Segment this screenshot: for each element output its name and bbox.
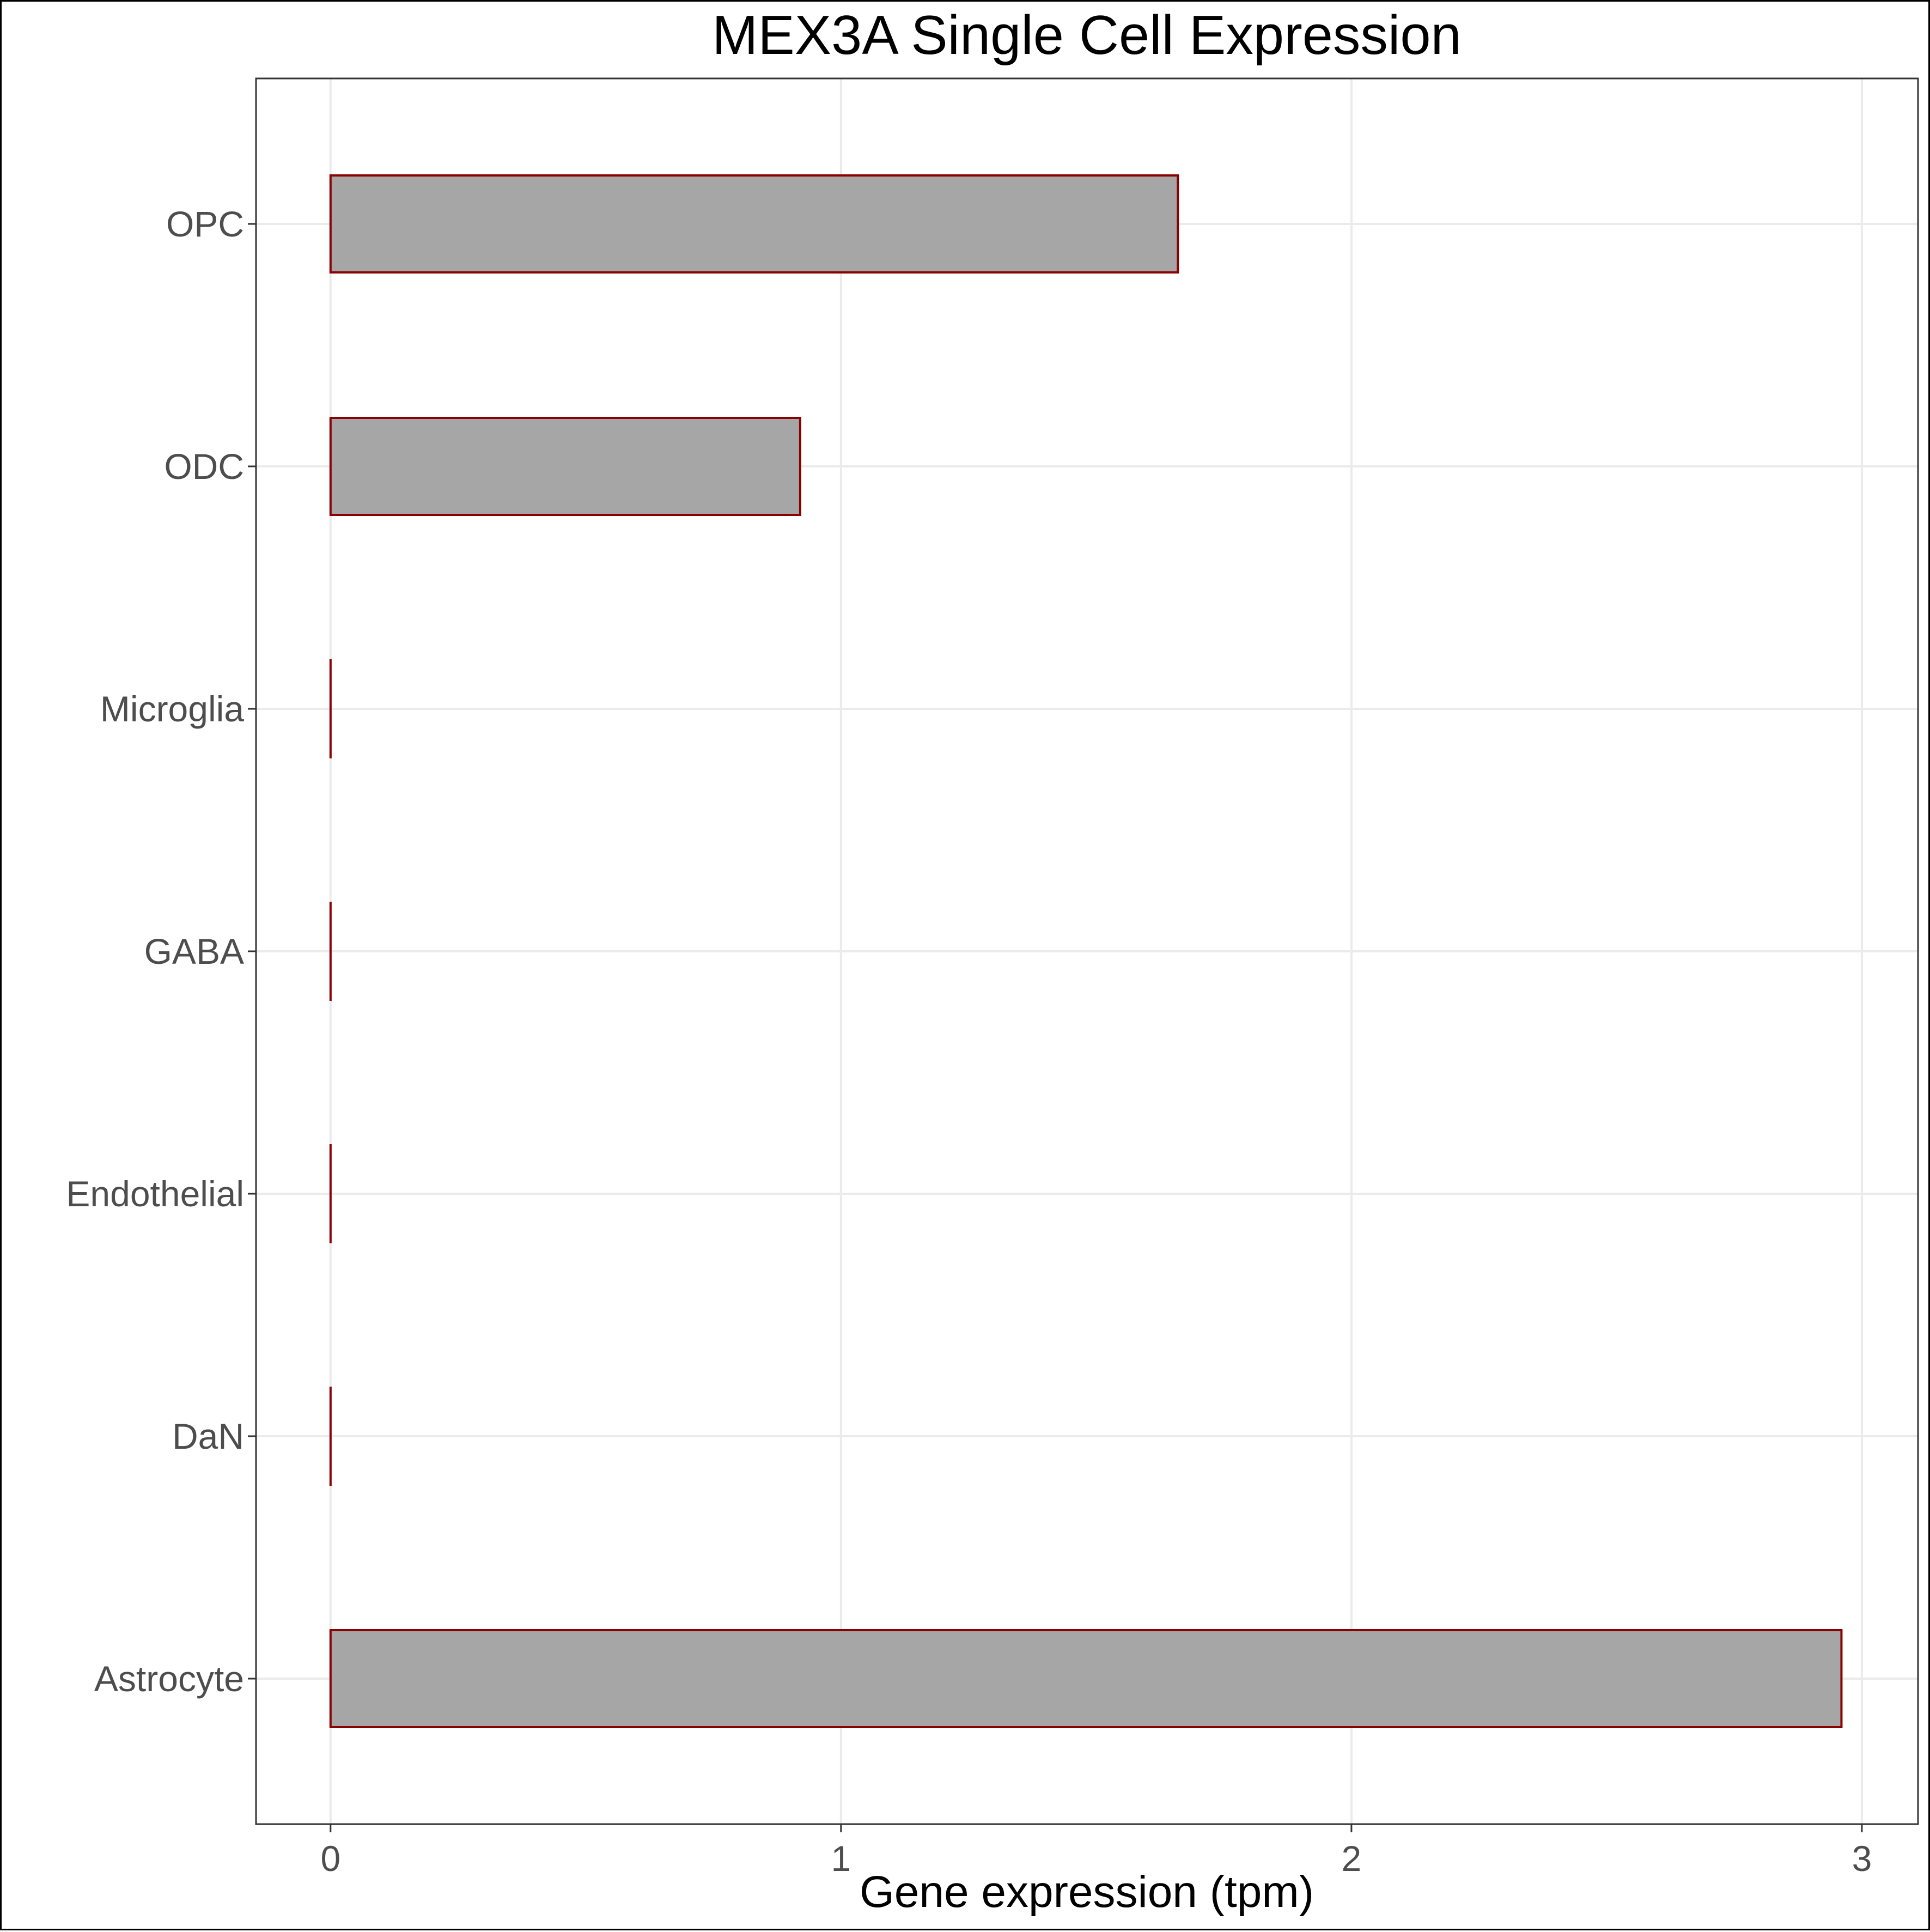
y-tick-label: Endothelial xyxy=(66,1174,244,1214)
bar-opc xyxy=(331,175,1178,272)
y-tick-label: Astrocyte xyxy=(94,1658,244,1699)
bar-odc xyxy=(331,418,800,515)
y-tick-label: OPC xyxy=(166,204,244,244)
chart-title: MEX3A Single Cell Expression xyxy=(712,5,1461,66)
x-tick-label: 2 xyxy=(1342,1838,1362,1879)
grid-lines xyxy=(256,78,1918,1824)
y-axis-ticks: Astrocyte DaN Endothelial GABA Microglia ODC O… xyxy=(66,204,256,1699)
y-tick-label: Microglia xyxy=(100,689,244,729)
y-tick-label: DaN xyxy=(172,1416,244,1456)
x-axis-title: Gene expression (tpm) xyxy=(860,1867,1314,1917)
x-tick-label: 0 xyxy=(320,1838,340,1879)
y-tick-label: ODC xyxy=(164,446,244,487)
x-tick-label: 3 xyxy=(1852,1838,1872,1879)
bar-astrocyte xyxy=(331,1630,1842,1727)
x-tick-label: 1 xyxy=(831,1838,851,1879)
y-tick-label: GABA xyxy=(144,931,244,971)
